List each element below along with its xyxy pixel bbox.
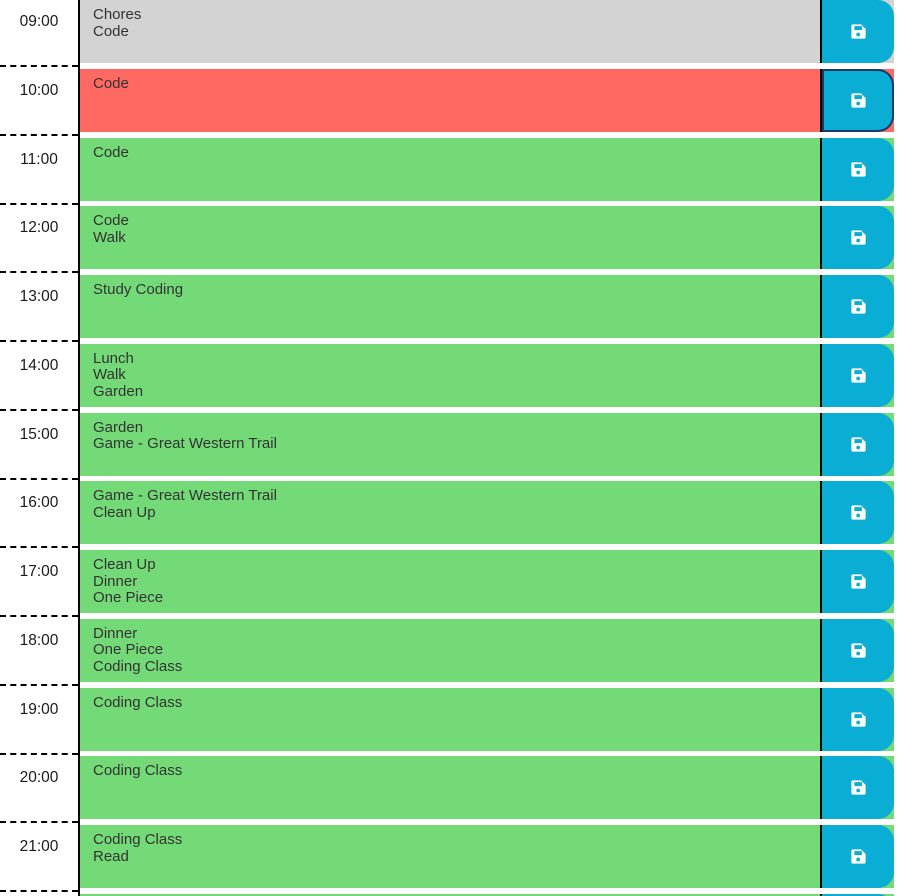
save-icon <box>850 230 866 245</box>
schedule-row: 10:00 Code <box>0 68 915 138</box>
time-label: 13:00 <box>19 288 59 305</box>
time-label: 15:00 <box>19 425 59 443</box>
activity-cell[interactable]: Lunch Walk Garden <box>80 343 894 407</box>
save-icon <box>850 161 866 177</box>
activity-cell[interactable]: Coding Class <box>80 756 894 820</box>
time-label: 10:00 <box>19 81 59 99</box>
save-button[interactable] <box>820 275 894 338</box>
row-divider <box>0 65 78 67</box>
activity-cell[interactable]: Dinner One Piece Coding Class <box>80 618 894 682</box>
save-button[interactable] <box>820 550 894 613</box>
time-column-border <box>78 0 80 896</box>
activity-cell[interactable]: Code <box>80 137 894 201</box>
schedule-row: 13:00 Study Coding <box>0 275 915 344</box>
row-divider <box>0 890 78 892</box>
time-label: 11:00 <box>20 150 58 168</box>
save-button[interactable] <box>820 206 894 270</box>
save-button[interactable] <box>820 687 894 751</box>
row-divider <box>0 752 78 755</box>
row-divider <box>0 202 78 205</box>
activity-text: Coding Class Read <box>93 831 183 865</box>
activity-text: Code <box>93 143 129 161</box>
activity-text: Dinner One Piece Coding Class <box>93 624 183 675</box>
save-button[interactable] <box>820 0 894 63</box>
time-label: 21:00 <box>19 838 59 855</box>
row-divider <box>0 340 78 342</box>
activity-text: Game - Great Western Trail Clean Up <box>93 487 277 521</box>
save-button[interactable] <box>820 137 894 201</box>
schedule-row: 19:00 Coding Class <box>0 687 915 757</box>
save-button[interactable] <box>820 343 894 407</box>
save-icon <box>850 505 866 520</box>
save-icon <box>850 93 866 108</box>
schedule-row: 20:00 Coding Class <box>0 756 915 825</box>
save-button[interactable] <box>820 893 894 896</box>
save-icon <box>850 574 866 589</box>
activity-text: Code <box>93 74 129 92</box>
activity-text: Lunch Walk Garden <box>93 349 144 400</box>
time-label: 12:00 <box>19 219 59 237</box>
activity-cell[interactable]: Code <box>80 68 894 132</box>
activity-text: Coding Class <box>93 693 183 711</box>
activity-cell[interactable]: Coding Class Read <box>80 825 894 888</box>
activity-text: Study Coding <box>93 281 184 298</box>
save-icon <box>850 643 866 658</box>
schedule-row: 21:00 Coding Class Read <box>0 825 915 894</box>
row-divider <box>0 683 78 686</box>
schedule-row: 14:00 Lunch Walk Garden <box>0 343 915 413</box>
schedule-row: 18:00 Dinner One Piece Coding Class <box>0 618 915 688</box>
schedule-row: 16:00 Game - Great Western Trail Clean U… <box>0 481 915 550</box>
time-label: 20:00 <box>19 769 59 787</box>
activity-text: Coding Class <box>93 762 183 780</box>
schedule-row: 15:00 Garden Game - Great Western Trail <box>0 412 915 482</box>
row-divider <box>0 546 78 549</box>
row-divider <box>0 821 78 824</box>
time-label: 19:00 <box>19 700 59 718</box>
save-button[interactable] <box>820 412 894 476</box>
save-icon <box>850 368 866 383</box>
schedule-row <box>0 893 915 896</box>
save-button[interactable] <box>820 756 894 820</box>
activity-text: Chores Code <box>93 6 142 40</box>
time-label: 09:00 <box>19 13 59 30</box>
activity-cell[interactable]: Study Coding <box>80 275 894 338</box>
save-icon <box>850 436 866 452</box>
activity-cell[interactable]: Game - Great Western Trail Clean Up <box>80 481 894 545</box>
schedule-row: 17:00 Clean Up Dinner One Piece <box>0 550 915 619</box>
save-button[interactable] <box>820 618 894 682</box>
activity-cell[interactable]: Coding Class <box>80 687 894 751</box>
time-label: 18:00 <box>19 631 59 649</box>
time-label: 17:00 <box>19 563 59 580</box>
activity-text: Code Walk <box>93 212 129 246</box>
row-divider <box>0 408 78 411</box>
schedule-row: 09:00 Chores Code <box>0 0 915 69</box>
save-icon <box>850 711 866 727</box>
save-button[interactable] <box>820 68 894 132</box>
activity-text: Garden Game - Great Western Trail <box>93 418 277 452</box>
save-button[interactable] <box>820 481 894 545</box>
schedule-row: 12:00 Code Walk <box>0 206 915 275</box>
save-icon <box>850 24 866 39</box>
activity-cell[interactable]: Clean Up Dinner One Piece <box>80 550 894 613</box>
activity-text: Clean Up Dinner One Piece <box>93 556 164 606</box>
time-label: 14:00 <box>19 356 59 374</box>
save-icon <box>850 299 866 314</box>
save-button[interactable] <box>820 825 894 888</box>
row-divider <box>0 133 78 136</box>
activity-cell[interactable]: Chores Code <box>80 0 894 63</box>
row-divider <box>0 271 78 274</box>
row-divider <box>0 615 78 617</box>
save-icon <box>850 849 866 864</box>
activity-cell[interactable] <box>80 893 894 896</box>
save-icon <box>850 780 866 795</box>
row-divider <box>0 477 78 480</box>
activity-cell[interactable]: Code Walk <box>80 206 894 270</box>
time-label: 16:00 <box>19 494 59 512</box>
schedule-row: 11:00 Code <box>0 137 915 207</box>
activity-cell[interactable]: Garden Game - Great Western Trail <box>80 412 894 476</box>
